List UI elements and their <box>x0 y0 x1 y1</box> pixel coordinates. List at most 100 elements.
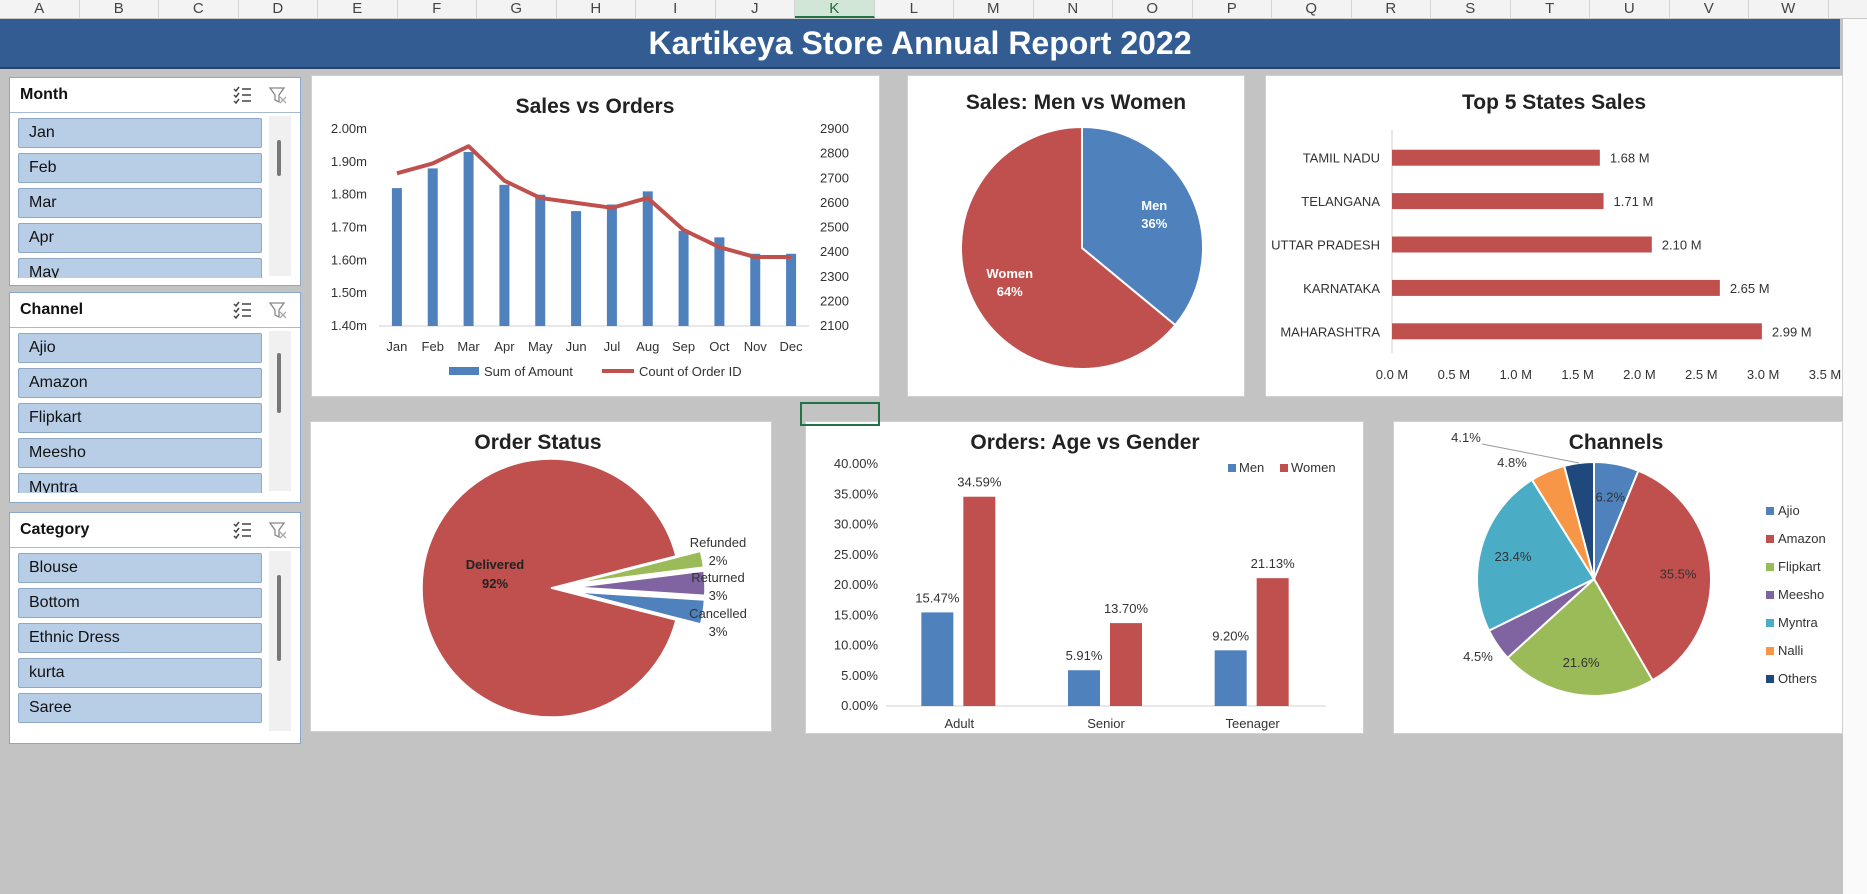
scroll-thumb[interactable] <box>277 353 281 413</box>
pie-slice <box>575 591 706 625</box>
column-header-v[interactable]: V <box>1670 0 1749 18</box>
channel-slicer: Channel Ajio Amazon Flipkart Meesho Mynt… <box>9 292 301 503</box>
column-header-q[interactable]: Q <box>1272 0 1352 18</box>
column-header-n[interactable]: N <box>1034 0 1113 18</box>
chart-title: Orders: Age vs Gender <box>970 431 1199 454</box>
slicer-header: Month <box>10 78 300 113</box>
men-vs-women-chart[interactable]: Sales: Men vs Women Men 36% Women 64% <box>907 75 1245 397</box>
slicer-item[interactable]: Ethnic Dress <box>18 623 262 653</box>
column-header-p[interactable]: P <box>1193 0 1272 18</box>
column-header-d[interactable]: D <box>239 0 318 18</box>
multi-select-icon[interactable] <box>232 85 252 105</box>
column-header-c[interactable]: C <box>159 0 239 18</box>
slicer-item[interactable]: Apr <box>18 223 262 253</box>
slice-label: Returned <box>691 570 744 585</box>
column-header-l[interactable]: L <box>875 0 954 18</box>
pie-slice <box>575 570 706 597</box>
slicer-item[interactable]: Blouse <box>18 553 262 583</box>
column-header-i[interactable]: I <box>636 0 716 18</box>
legend-swatch <box>1766 507 1774 515</box>
slicer-scrollbar[interactable] <box>269 551 291 731</box>
column-header-w[interactable]: W <box>1749 0 1829 18</box>
top-states-chart[interactable]: Top 5 States Sales TAMIL NADU 1.68 M TELANG… <box>1265 75 1843 397</box>
legend-label: Women <box>1291 460 1336 475</box>
slice-value: 4.5% <box>1463 649 1493 664</box>
selected-cell[interactable] <box>800 402 880 426</box>
slicer-item[interactable]: kurta <box>18 658 262 688</box>
bar <box>606 204 617 326</box>
multi-select-icon[interactable] <box>232 300 252 320</box>
bar <box>1392 279 1720 296</box>
month-slicer: Month Jan Feb Mar Apr May <box>9 77 301 286</box>
sales-vs-orders-chart[interactable]: Sales vs Orders 2.00m 1.90m 1.80m 1.70m 1.60m… <box>311 75 880 397</box>
x-tick-label: Dec <box>780 339 804 354</box>
data-label: 2.65 M <box>1730 281 1770 296</box>
y-tick-label: 1.50m <box>331 285 367 300</box>
column-header-s[interactable]: S <box>1431 0 1511 18</box>
column-header-o[interactable]: O <box>1113 0 1193 18</box>
bar <box>463 151 474 326</box>
column-header-r[interactable]: R <box>1352 0 1431 18</box>
x-tick-label: Mar <box>457 339 480 354</box>
column-header-h[interactable]: H <box>557 0 636 18</box>
column-header-k[interactable]: K <box>795 0 875 18</box>
bar <box>642 191 653 326</box>
column-header-m[interactable]: M <box>954 0 1034 18</box>
x-tick-label: Sep <box>672 339 695 354</box>
slicer-item[interactable]: Meesho <box>18 438 262 468</box>
chart-title: Sales: Men vs Women <box>966 91 1186 114</box>
slicer-item[interactable]: Mar <box>18 188 262 218</box>
slicer-item[interactable]: May <box>18 258 262 278</box>
x-tick-label: Apr <box>494 339 515 354</box>
slicer-item[interactable]: Amazon <box>18 368 262 398</box>
slicer-scrollbar[interactable] <box>269 331 291 491</box>
pie-slice <box>1476 478 1596 632</box>
slicer-item[interactable]: Feb <box>18 153 262 183</box>
slicer-item[interactable]: Bottom <box>18 588 262 618</box>
column-header-j[interactable]: J <box>716 0 795 18</box>
column-header-e[interactable]: E <box>318 0 398 18</box>
leader-line <box>1481 443 1580 464</box>
column-header-t[interactable]: T <box>1511 0 1590 18</box>
slice-value: 92% <box>482 576 508 591</box>
y2-tick-label: 2400 <box>820 244 849 259</box>
order-status-chart[interactable]: Order Status Delivered 92% Refunded 2% Return… <box>310 421 772 732</box>
age-vs-gender-chart[interactable]: Orders: Age vs Gender 40.00% 35.00% 30.00% 2… <box>805 421 1364 734</box>
channels-chart[interactable]: Channels 6.2% 35.5% 21.6% 4.5% 23.4% 4.8% 4.1% A… <box>1393 421 1843 734</box>
data-label: 13.70% <box>1104 601 1149 616</box>
y-tick-label: 5.00% <box>841 668 878 683</box>
pie-slice <box>575 550 705 585</box>
clear-filter-icon[interactable] <box>268 85 288 105</box>
multi-select-icon[interactable] <box>232 520 252 540</box>
bar <box>1392 193 1604 210</box>
column-header-a[interactable]: A <box>0 0 80 18</box>
clear-filter-icon[interactable] <box>268 520 288 540</box>
slicer-scrollbar[interactable] <box>269 116 291 276</box>
y-tick-label: 20.00% <box>834 577 879 592</box>
order-status-svg: Order Status Delivered 92% Refunded 2% Return… <box>421 431 747 718</box>
clear-filter-icon[interactable] <box>268 300 288 320</box>
scroll-thumb[interactable] <box>277 140 281 176</box>
slice-value: 3% <box>709 624 728 639</box>
column-header-f[interactable]: F <box>398 0 477 18</box>
x-tick-label: 0.5 M <box>1438 367 1471 382</box>
legend-swatch <box>449 367 479 375</box>
x-tick-label: Jun <box>566 339 587 354</box>
column-header-u[interactable]: U <box>1590 0 1670 18</box>
scroll-thumb[interactable] <box>277 575 281 661</box>
slicer-item[interactable]: Myntra <box>18 473 262 493</box>
column-header-b[interactable]: B <box>80 0 159 18</box>
slicer-item[interactable]: Jan <box>18 118 262 148</box>
slicer-item[interactable]: Flipkart <box>18 403 262 433</box>
slicer-title: Category <box>20 521 90 538</box>
category-label: MAHARASHTRA <box>1280 324 1380 339</box>
slice-value: 6.2% <box>1595 489 1625 504</box>
column-header-g[interactable]: G <box>477 0 557 18</box>
slicer-item[interactable]: Saree <box>18 693 262 723</box>
slicer-item[interactable]: Ajio <box>18 333 262 363</box>
chart-title: Top 5 States Sales <box>1462 91 1646 114</box>
legend-label: Flipkart <box>1778 559 1821 574</box>
sales-vs-orders-svg: Sales vs Orders 2.00m 1.90m 1.80m 1.70m 1.60m… <box>331 95 849 379</box>
y-tick-label: 40.00% <box>834 456 879 471</box>
y2-tick-label: 2800 <box>820 146 849 161</box>
